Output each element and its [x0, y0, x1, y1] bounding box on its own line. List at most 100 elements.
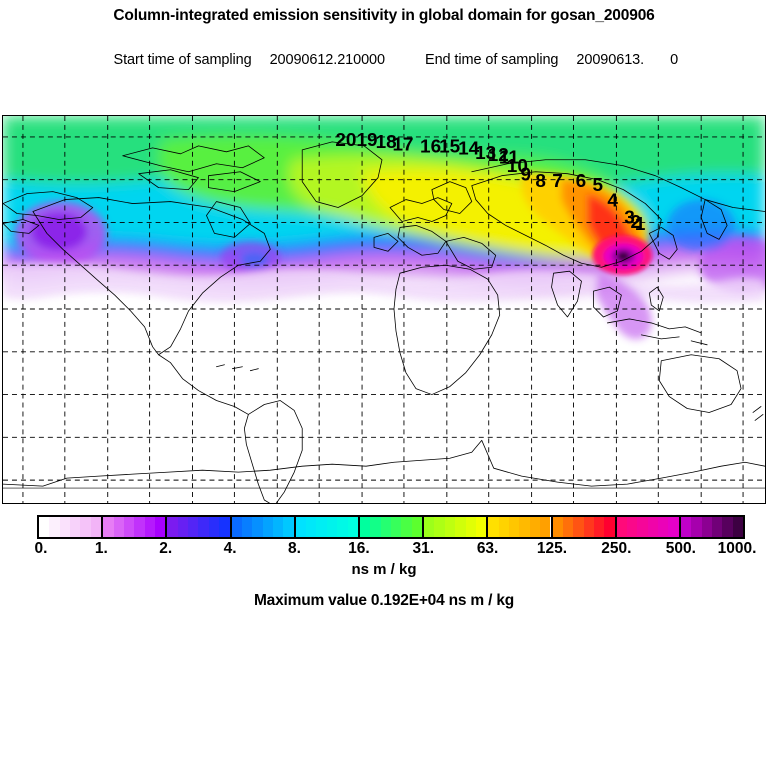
- colorbar-step: [540, 517, 551, 537]
- colorbar-step: [134, 517, 145, 537]
- colorbar-band-8-16: [295, 517, 360, 537]
- trajectory-day-label-1: 1: [635, 214, 646, 235]
- trajectory-day-label-9: 9: [521, 164, 532, 185]
- colorbar-step: [616, 517, 628, 537]
- colorbar-step: [552, 517, 563, 537]
- colorbar-step: [722, 517, 733, 537]
- colorbar-step: [691, 517, 702, 537]
- colorbar-step: [604, 517, 615, 537]
- colorbar-tick-250: 250.: [601, 540, 632, 557]
- colorbar-step: [434, 517, 445, 537]
- colorbar-step: [283, 517, 294, 537]
- colorbar-step: [103, 517, 114, 537]
- map-panel[interactable]: 20 19 18 17 16 15 14 13 12 11 10 9 8 7 6 5 4 3 2 1: [2, 115, 766, 504]
- colorbar-step: [262, 517, 273, 537]
- colorbar-step: [177, 517, 189, 537]
- colorbar-step: [39, 517, 50, 537]
- trajectory-day-label-8: 8: [535, 171, 546, 192]
- colorbar-band-0-1: [39, 517, 104, 537]
- colorbar-step: [562, 517, 574, 537]
- colorbar-step: [509, 517, 520, 537]
- colorbar-step: [326, 517, 338, 537]
- colorbar-step: [113, 517, 124, 537]
- trajectory-day-label-6: 6: [576, 171, 587, 192]
- trajectory-day-label-13: 13: [475, 143, 496, 164]
- colorbar-step: [529, 517, 541, 537]
- colorbar[interactable]: [37, 515, 745, 539]
- colorbar-step: [498, 517, 510, 537]
- colorbar-step: [252, 517, 263, 537]
- trajectory-day-label-19: 19: [357, 130, 378, 151]
- colorbar-tick-8: 8.: [288, 540, 301, 557]
- end-time-value-seconds: 0: [670, 52, 679, 68]
- colorbar-step: [475, 517, 487, 537]
- map-graticule: [3, 116, 765, 503]
- colorbar-step: [668, 517, 679, 537]
- colorbar-step: [80, 517, 91, 537]
- colorbar-step: [680, 517, 692, 537]
- colorbar-step: [647, 517, 659, 537]
- colorbar-step: [316, 517, 327, 537]
- colorbar-tick-16: 16.: [348, 540, 370, 557]
- colorbar-tick-63: 63.: [476, 540, 499, 557]
- trajectory-day-label-3: 3: [624, 208, 635, 229]
- colorbar-step: [337, 517, 348, 537]
- colorbar-band-4-8: [231, 517, 296, 537]
- colorbar-step: [627, 517, 638, 537]
- trajectory-day-label-2: 2: [631, 212, 642, 233]
- colorbar-step: [380, 517, 392, 537]
- colorbar-step: [123, 517, 135, 537]
- trajectory-day-label-4: 4: [607, 190, 618, 211]
- start-time-value: 20090612.210000: [269, 52, 386, 68]
- colorbar-band-125-250: [552, 517, 617, 537]
- colorbar-tick-labels: 0. 1. 2. 4. 8. 16. 31. 63. 125. 250. 500. 1000.: [0, 540, 768, 560]
- colorbar-step: [188, 517, 199, 537]
- trajectory-day-label-10: 10: [507, 156, 528, 177]
- coastline-overlay: [3, 141, 765, 503]
- colorbar-step: [306, 517, 317, 537]
- maximum-value-label: Maximum value 0.192E+04 ns m / kg: [253, 592, 515, 609]
- colorbar-band-1-2: [103, 517, 168, 537]
- colorbar-band-2-4: [167, 517, 232, 537]
- colorbar-step: [637, 517, 648, 537]
- colorbar-step: [424, 517, 435, 537]
- colorbar-step: [370, 517, 381, 537]
- colorbar-step: [701, 517, 712, 537]
- colorbar-step: [658, 517, 669, 537]
- colorbar-step: [347, 517, 358, 537]
- colorbar-step: [711, 517, 723, 537]
- page-title: Column-integrated emission sensitivity i…: [113, 7, 655, 24]
- colorbar-band-31-63: [424, 517, 489, 537]
- colorbar-step: [732, 517, 744, 537]
- colorbar-step: [70, 517, 81, 537]
- colorbar-step: [444, 517, 456, 537]
- colorbar-step: [391, 517, 402, 537]
- colorbar-step: [90, 517, 102, 537]
- emission-sensitivity-field: [3, 116, 765, 340]
- colorbar-step: [154, 517, 166, 537]
- colorbar-tick-0: 0.: [34, 540, 48, 557]
- colorbar-band-63-125: [488, 517, 553, 537]
- sampling-time-line: Start time of sampling 20090612.210000 End…: [0, 26, 768, 95]
- trajectory-day-label-14: 14: [458, 139, 480, 160]
- colorbar-tick-1: 1.: [94, 540, 108, 557]
- colorbar-band-250-500: [616, 517, 681, 537]
- colorbar-step: [198, 517, 209, 537]
- colorbar-step: [455, 517, 466, 537]
- colorbar-tick-31: 31.: [412, 540, 435, 557]
- colorbar-tick-2: 2.: [159, 540, 173, 557]
- colorbar-step: [59, 517, 71, 537]
- colorbar-tick-125: 125.: [536, 540, 568, 557]
- colorbar-step: [583, 517, 594, 537]
- colorbar-tick-1000: 1000.: [717, 540, 757, 557]
- trajectory-day-label-12: 12: [488, 145, 509, 166]
- colorbar-band-16-31: [359, 517, 425, 537]
- colorbar-step: [573, 517, 584, 537]
- colorbar-step: [593, 517, 605, 537]
- trajectory-day-label-15: 15: [439, 137, 460, 158]
- colorbar-step: [295, 517, 307, 537]
- colorbar-step: [144, 517, 155, 537]
- colorbar-step: [411, 517, 423, 537]
